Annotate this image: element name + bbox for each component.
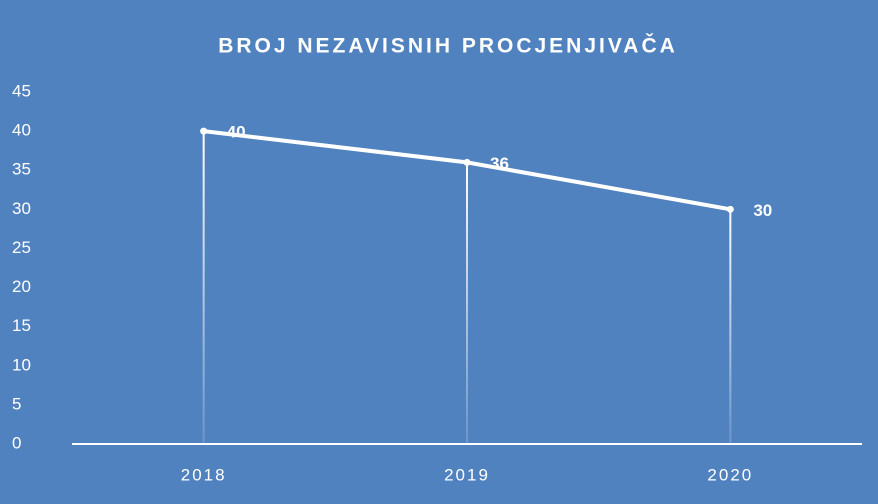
- y-tick-label: 30: [12, 199, 31, 218]
- y-tick-label: 20: [12, 277, 31, 296]
- x-tick-label: 2020: [707, 465, 753, 484]
- drop-line: [202, 131, 205, 444]
- data-point: [726, 205, 734, 213]
- drop-line: [466, 162, 468, 444]
- y-tick-label: 15: [12, 316, 31, 335]
- data-point: [200, 127, 208, 135]
- y-tick-label: 5: [12, 394, 21, 413]
- y-tick-label: 45: [12, 81, 31, 100]
- x-tick-label: 2018: [181, 465, 227, 484]
- chart-title: BROJ NEZAVISNIH PROCJENJIVAČA: [218, 34, 678, 58]
- y-tick-label: 40: [12, 121, 31, 140]
- y-tick-label: 10: [12, 355, 31, 374]
- drop-line: [729, 209, 732, 444]
- data-point: [463, 158, 471, 166]
- y-tick-label: 25: [12, 238, 31, 257]
- data-label: 36: [490, 154, 509, 173]
- data-label: 40: [227, 123, 246, 142]
- data-label: 30: [753, 201, 772, 220]
- x-tick-label: 2019: [444, 465, 490, 484]
- y-tick-label: 0: [12, 433, 21, 452]
- y-tick-label: 35: [12, 160, 31, 179]
